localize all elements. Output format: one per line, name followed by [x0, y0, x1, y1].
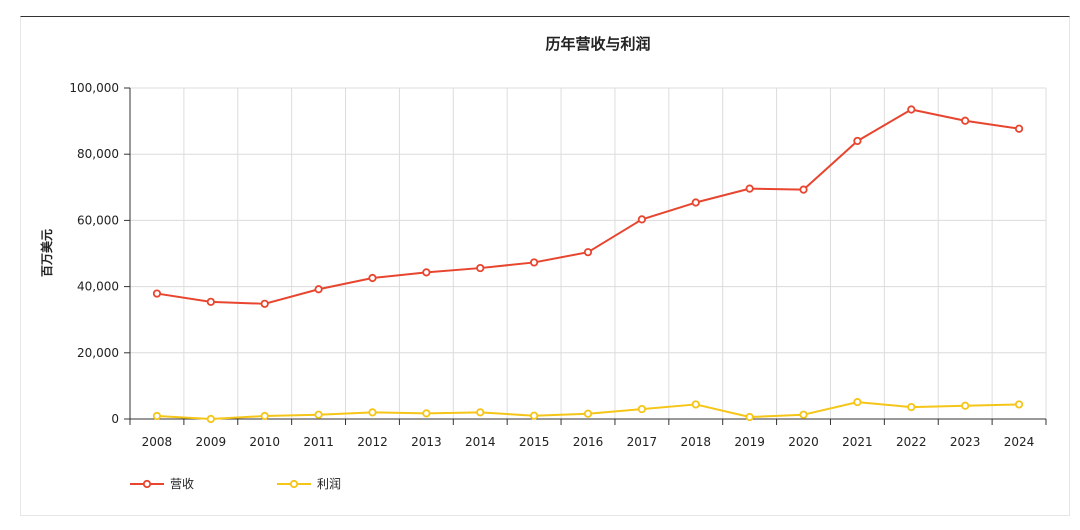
y-tick-label: 0: [111, 412, 119, 426]
data-point[interactable]: [422, 409, 431, 418]
data-point[interactable]: [745, 412, 754, 422]
x-tick-label: 2010: [249, 435, 280, 449]
y-tick-label: 60,000: [77, 213, 119, 227]
legend-marker: [289, 479, 299, 489]
data-point[interactable]: [745, 184, 754, 193]
data-point[interactable]: [961, 116, 970, 125]
data-point[interactable]: [152, 289, 162, 298]
data-point[interactable]: [907, 402, 916, 412]
data-point[interactable]: [853, 398, 862, 407]
x-tick-label: 2016: [573, 435, 604, 449]
data-point[interactable]: [961, 401, 970, 410]
data-point[interactable]: [799, 185, 808, 194]
x-tick-label: 2024: [1004, 435, 1035, 449]
legend-label: 营收: [170, 477, 194, 491]
x-tick-label: 2015: [519, 435, 550, 449]
x-tick-label: 2021: [842, 435, 873, 449]
data-point[interactable]: [260, 299, 269, 308]
series-layer: [152, 105, 1024, 424]
data-point[interactable]: [314, 285, 323, 294]
data-point[interactable]: [314, 410, 323, 419]
x-tick-label: 2012: [357, 435, 388, 449]
axes: [129, 88, 1046, 420]
data-point[interactable]: [1014, 400, 1024, 409]
data-point[interactable]: [368, 408, 377, 417]
y-tick-label: 80,000: [77, 147, 119, 161]
data-point[interactable]: [583, 409, 593, 418]
x-tick-label: 2018: [680, 435, 711, 449]
x-tick-label: 2017: [627, 435, 658, 449]
x-tick-label: 2013: [411, 435, 442, 449]
series-1: [152, 105, 1024, 308]
data-point[interactable]: [530, 258, 539, 267]
x-tick-label: 2008: [142, 435, 173, 449]
data-point[interactable]: [907, 105, 916, 114]
x-tick-label: 2023: [950, 435, 981, 449]
data-point[interactable]: [583, 248, 593, 257]
x-tick-label: 2014: [465, 435, 496, 449]
legend-item[interactable]: 营收: [130, 477, 194, 491]
x-tick-label: 2019: [734, 435, 765, 449]
y-tick-label: 20,000: [77, 346, 119, 360]
data-point[interactable]: [206, 297, 215, 306]
chart-title: 历年营收与利润: [545, 35, 650, 53]
y-tick-label: 100,000: [69, 81, 119, 95]
chart-panel: [20, 16, 1070, 516]
legend[interactable]: 营收 利润: [130, 477, 341, 491]
x-tick-label: 2022: [896, 435, 927, 449]
y-axis-label: 百万美元: [39, 229, 54, 277]
data-point[interactable]: [368, 273, 377, 283]
data-point[interactable]: [691, 400, 700, 409]
legend-label: 利润: [317, 477, 341, 491]
legend-marker: [142, 479, 152, 489]
data-point[interactable]: [691, 198, 700, 207]
data-point[interactable]: [853, 136, 862, 146]
data-point[interactable]: [422, 268, 431, 277]
x-axis-ticks: 2008 2009 2010 2011 2012 2013 2014 2015 2016 2017…: [129, 419, 1047, 449]
data-point[interactable]: [530, 411, 539, 420]
legend-item[interactable]: 利润: [277, 477, 341, 491]
y-axis-ticks: 0 20,000 40,000 60,000 80,000 100,000: [69, 81, 130, 426]
data-point[interactable]: [260, 411, 269, 421]
x-tick-label: 2020: [788, 435, 819, 449]
series-line: [156, 108, 1020, 305]
data-point[interactable]: [476, 263, 485, 273]
data-point[interactable]: [799, 410, 808, 419]
data-point[interactable]: [476, 408, 485, 417]
data-point[interactable]: [637, 404, 646, 414]
x-tick-label: 2009: [196, 435, 227, 449]
data-point[interactable]: [1014, 124, 1024, 133]
data-point[interactable]: [206, 414, 215, 424]
data-point[interactable]: [152, 411, 162, 421]
series-2: [152, 398, 1024, 424]
x-tick-label: 2011: [303, 435, 334, 449]
data-point[interactable]: [637, 215, 646, 224]
y-tick-label: 40,000: [77, 280, 119, 294]
